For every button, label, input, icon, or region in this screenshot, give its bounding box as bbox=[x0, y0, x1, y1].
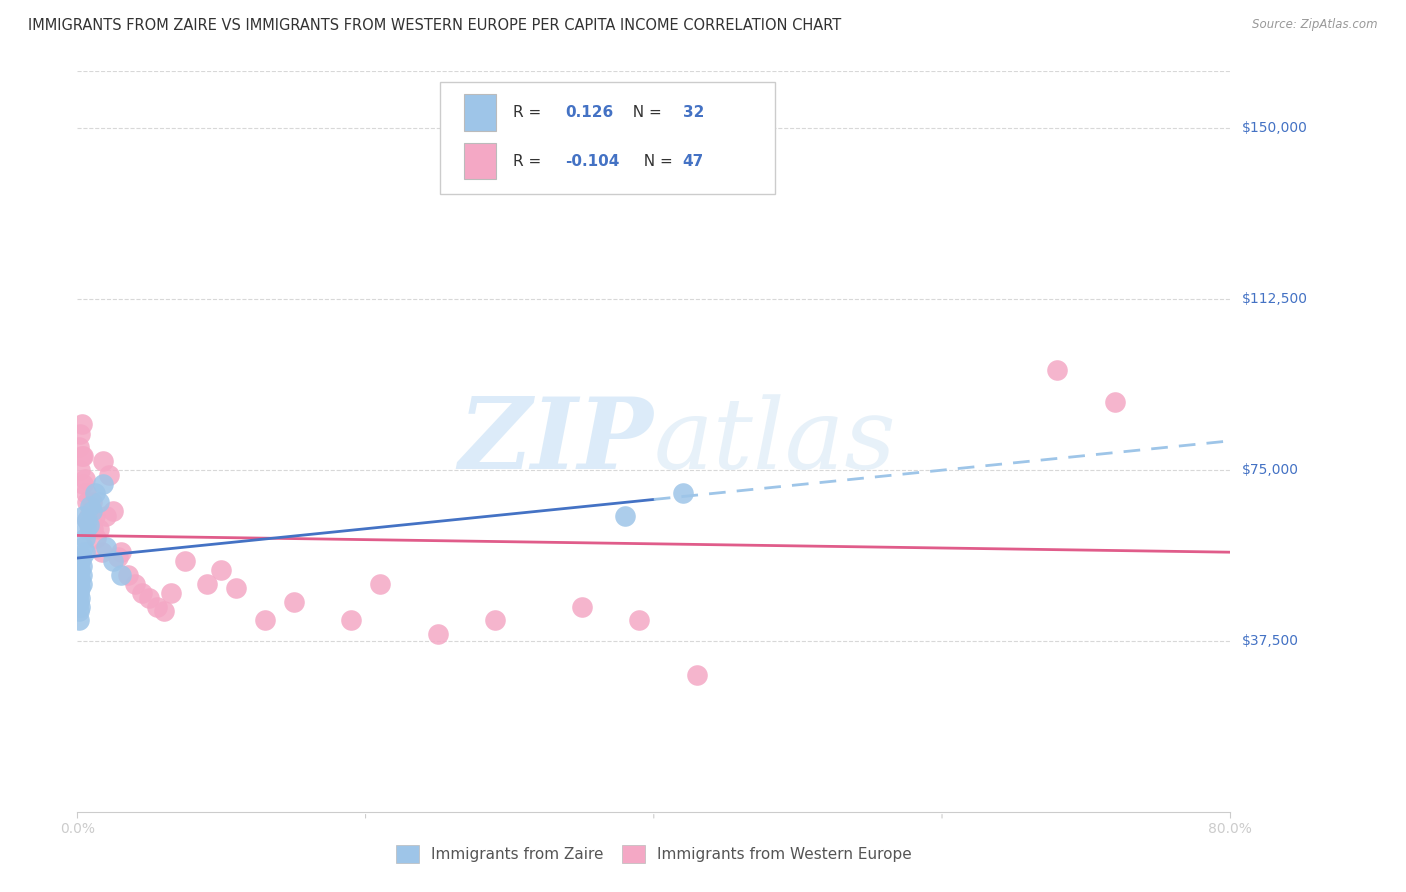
Point bbox=[91, 476, 114, 491]
Point bbox=[72, 450, 94, 464]
Point bbox=[67, 586, 90, 600]
Text: R =: R = bbox=[513, 105, 547, 120]
Point bbox=[76, 513, 98, 527]
FancyBboxPatch shape bbox=[464, 95, 496, 131]
Point bbox=[117, 567, 139, 582]
Point bbox=[67, 595, 90, 609]
Point bbox=[174, 554, 197, 568]
Point bbox=[77, 508, 100, 523]
Point bbox=[67, 613, 90, 627]
Point bbox=[79, 522, 101, 536]
Point bbox=[69, 463, 91, 477]
Point bbox=[103, 504, 125, 518]
Point bbox=[67, 577, 90, 591]
Point bbox=[70, 558, 93, 573]
Point bbox=[72, 508, 94, 523]
Point bbox=[73, 532, 96, 546]
Text: $75,000: $75,000 bbox=[1241, 463, 1299, 477]
Point bbox=[614, 508, 637, 523]
Point bbox=[87, 495, 110, 509]
Text: $37,500: $37,500 bbox=[1241, 634, 1299, 648]
Text: -0.104: -0.104 bbox=[565, 153, 620, 169]
Point bbox=[124, 577, 146, 591]
Text: $150,000: $150,000 bbox=[1241, 121, 1308, 136]
Point bbox=[70, 417, 93, 432]
Text: IMMIGRANTS FROM ZAIRE VS IMMIGRANTS FROM WESTERN EUROPE PER CAPITA INCOME CORREL: IMMIGRANTS FROM ZAIRE VS IMMIGRANTS FROM… bbox=[28, 18, 841, 33]
Point bbox=[82, 522, 104, 536]
FancyBboxPatch shape bbox=[440, 82, 775, 194]
Point bbox=[1104, 394, 1126, 409]
Point bbox=[110, 545, 132, 559]
Point bbox=[91, 454, 114, 468]
Point bbox=[107, 549, 129, 564]
Text: Source: ZipAtlas.com: Source: ZipAtlas.com bbox=[1253, 18, 1378, 31]
Point bbox=[160, 586, 183, 600]
Point bbox=[75, 485, 97, 500]
Point bbox=[138, 591, 160, 605]
Point bbox=[75, 522, 97, 536]
Point bbox=[628, 613, 651, 627]
Text: N =: N = bbox=[623, 105, 666, 120]
Point bbox=[253, 613, 276, 627]
Point bbox=[672, 485, 695, 500]
Point bbox=[70, 549, 93, 564]
Point bbox=[211, 563, 233, 577]
Point bbox=[426, 627, 449, 641]
Point bbox=[67, 440, 90, 454]
Point bbox=[1046, 363, 1069, 377]
Point bbox=[67, 604, 90, 618]
Point bbox=[686, 668, 709, 682]
Point bbox=[77, 517, 100, 532]
Point bbox=[76, 513, 98, 527]
Point bbox=[83, 485, 105, 500]
Point bbox=[73, 545, 96, 559]
Point bbox=[225, 582, 247, 596]
FancyBboxPatch shape bbox=[464, 144, 496, 179]
Point bbox=[90, 545, 112, 559]
Text: 0.126: 0.126 bbox=[565, 105, 613, 120]
Point bbox=[80, 504, 103, 518]
Text: R =: R = bbox=[513, 153, 547, 169]
Point bbox=[484, 613, 506, 627]
Text: $112,500: $112,500 bbox=[1241, 293, 1308, 306]
Point bbox=[69, 582, 91, 596]
Point bbox=[69, 563, 91, 577]
Text: atlas: atlas bbox=[654, 394, 897, 489]
Point bbox=[69, 591, 91, 605]
Point bbox=[368, 577, 391, 591]
Point bbox=[80, 495, 103, 509]
Point bbox=[96, 508, 118, 523]
Point bbox=[73, 472, 96, 486]
Point bbox=[340, 613, 363, 627]
Point bbox=[70, 450, 93, 464]
Point bbox=[131, 586, 153, 600]
Point bbox=[69, 554, 91, 568]
Legend: Immigrants from Zaire, Immigrants from Western Europe: Immigrants from Zaire, Immigrants from W… bbox=[388, 838, 920, 871]
Text: ZIP: ZIP bbox=[458, 393, 654, 490]
Point bbox=[103, 554, 125, 568]
Point bbox=[83, 508, 105, 523]
Text: 47: 47 bbox=[683, 153, 704, 169]
Point bbox=[110, 567, 132, 582]
Point bbox=[76, 495, 98, 509]
Point bbox=[153, 604, 174, 618]
Point bbox=[70, 577, 93, 591]
Point bbox=[283, 595, 305, 609]
Point bbox=[70, 567, 93, 582]
Point bbox=[84, 532, 107, 546]
Text: N =: N = bbox=[634, 153, 678, 169]
Point bbox=[72, 541, 94, 555]
Point bbox=[72, 476, 94, 491]
Point bbox=[571, 599, 593, 614]
Point bbox=[195, 577, 218, 591]
Point bbox=[79, 500, 101, 514]
Text: 32: 32 bbox=[683, 105, 704, 120]
Point bbox=[145, 599, 167, 614]
Point bbox=[69, 426, 91, 441]
Point bbox=[69, 573, 91, 587]
Point bbox=[87, 522, 110, 536]
Point bbox=[98, 467, 121, 482]
Point bbox=[69, 599, 91, 614]
Point bbox=[96, 541, 118, 555]
